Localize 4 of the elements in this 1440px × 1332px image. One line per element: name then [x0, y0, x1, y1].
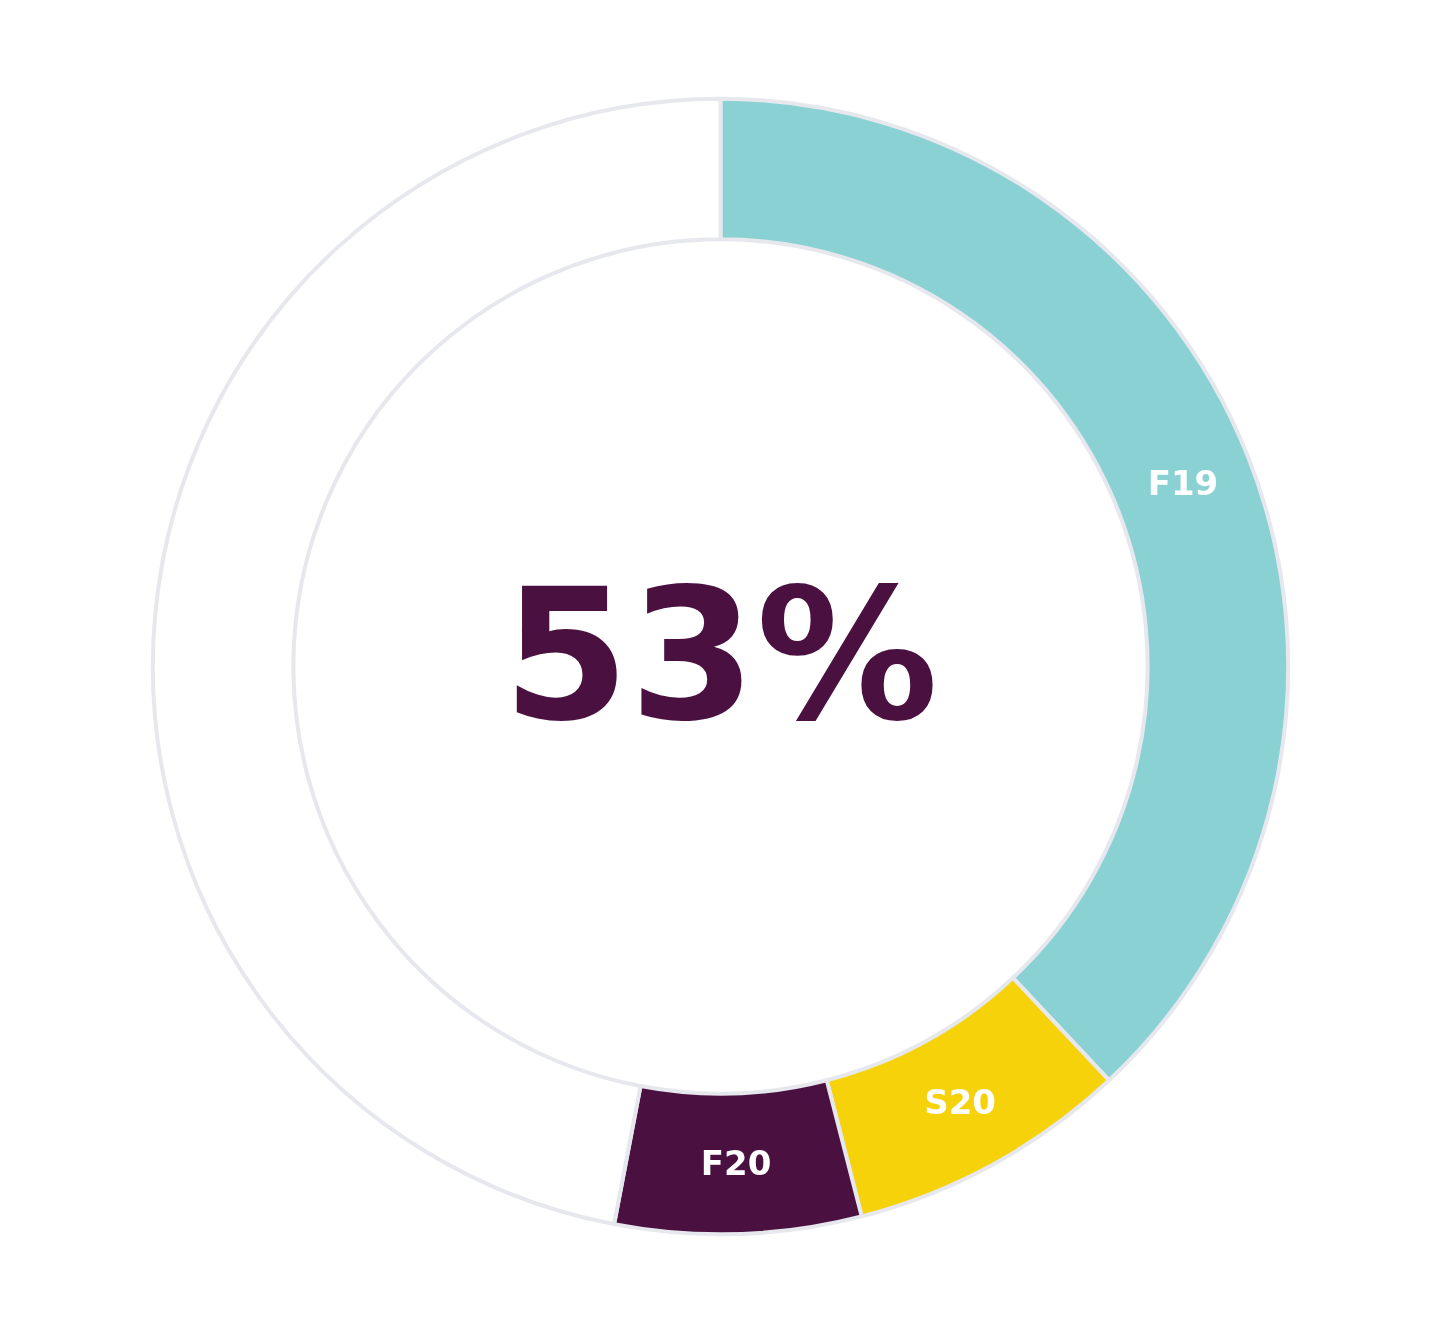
text: 53%	[502, 549, 939, 762]
slice-label: S20	[924, 1082, 997, 1123]
slice-label: F20	[700, 1143, 772, 1184]
slice-label: F19	[1147, 463, 1219, 504]
